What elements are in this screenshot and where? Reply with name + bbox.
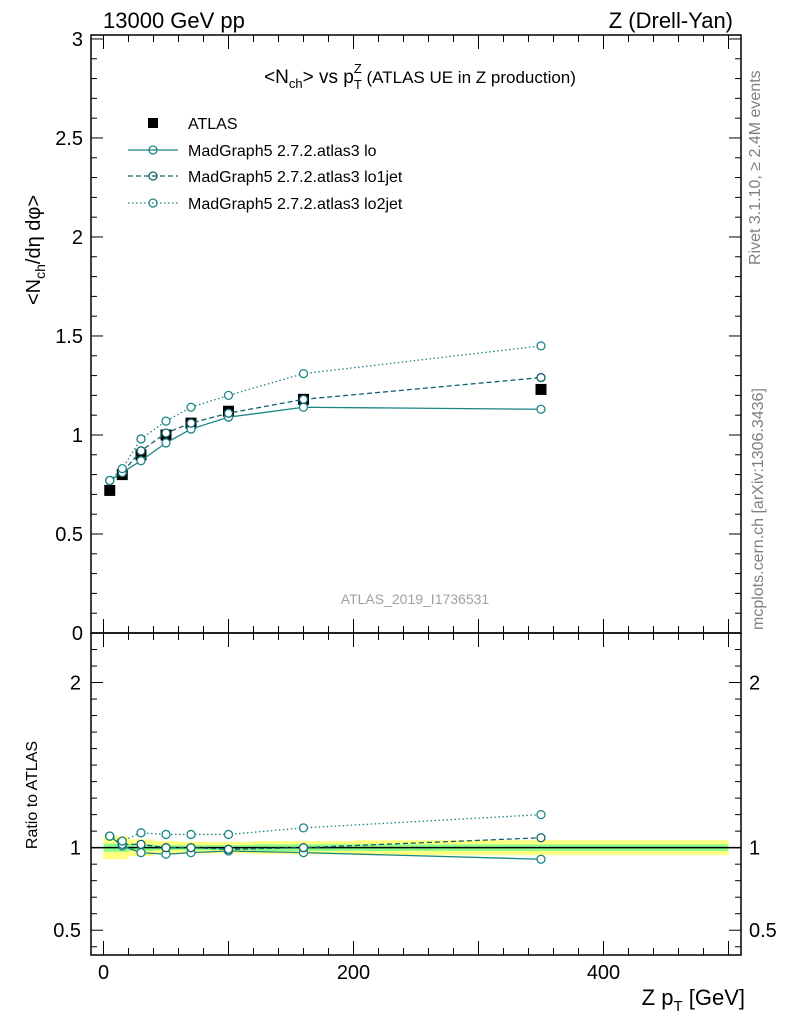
x-axis-label: Z pT [GeV] (642, 985, 745, 1015)
main-series-point-dotted (117, 463, 127, 474)
ratio-series-point-dotted (536, 809, 546, 820)
main-series-point-dotted (161, 416, 171, 426)
ratio-y-tick-label: 1 (70, 838, 81, 860)
header-process: Z (Drell-Yan) (609, 8, 733, 33)
main-y-tick-label: 2 (72, 227, 83, 249)
rivet-version-label: Rivet 3.1.10, ≥ 2.4M events (747, 70, 764, 265)
x-tick-label: 400 (587, 962, 620, 984)
legend-label-lo: MadGraph5 2.7.2.atlas3 lo (188, 143, 377, 160)
ratio-series-point-dashed (223, 844, 234, 854)
ratio-y-tick-label: 2 (70, 673, 81, 695)
main-series-point-solid (536, 404, 546, 414)
main-series-point-dotted (186, 402, 196, 412)
ratio-series-point-dotted (298, 823, 309, 833)
legend-marker-atlas (148, 118, 158, 128)
main-series-point-dotted (536, 341, 546, 351)
main-y-tick-label: 0 (72, 623, 83, 645)
main-y-tick-label: 1 (72, 425, 83, 447)
legend-label-lo1jet: MadGraph5 2.7.2.atlas3 lo1jet (188, 169, 403, 186)
main-series-line-dashed (109, 376, 542, 482)
ratio-series-point-dotted (223, 829, 234, 840)
legend-marker-lo1jet (148, 171, 158, 181)
mcplots-label: mcplots.cern.ch [arXiv:1306.3436] (750, 388, 767, 630)
ratio-y-axis-label: Ratio to ATLAS (24, 741, 41, 849)
main-series-point-solid (298, 402, 309, 412)
main-series-point-dashed (223, 408, 234, 418)
main-series-point-dotted (136, 434, 146, 444)
main-series-point-solid (136, 456, 146, 466)
ratio-series-point-dotted (186, 829, 196, 840)
ratio-x-ticks (103, 633, 729, 955)
legend-label-lo2jet: MadGraph5 2.7.2.atlas3 lo2jet (188, 196, 403, 213)
main-y-tick-labels: 0 0.5 1 1.5 2 2.5 3 (55, 29, 83, 645)
ratio-series-point-dashed (136, 839, 146, 850)
main-y-axis-label: <Nch/dη dφ> (23, 195, 48, 305)
legend-marker-lo2jet (148, 198, 158, 208)
ratio-series-point-solid (136, 847, 146, 858)
legend-marker-lo (148, 145, 158, 155)
ratio-y-tick-label: 0.5 (53, 920, 81, 942)
main-series-point-dashed (298, 394, 309, 404)
main-series-point-dotted (298, 368, 309, 379)
ratio-series-point-dotted (117, 836, 127, 846)
x-tick-label: 200 (337, 962, 370, 984)
main-series-point-dashed (136, 446, 146, 456)
ratio-y-tick-labels: 0.5 0.5 1 1 2 2 (53, 673, 777, 943)
main-y-tick-label: 1.5 (55, 326, 83, 348)
main-series-line-dotted (109, 345, 542, 482)
ratio-y-ticks (91, 649, 741, 948)
main-series-point-dashed (186, 418, 196, 428)
main-plot-title: <Nch> vs pZ T (ATLAS UE in Z production) (264, 61, 576, 92)
main-series-point-dotted (105, 475, 115, 486)
ratio-plot-frame (90, 632, 742, 956)
legend-label-atlas: ATLAS (188, 116, 238, 133)
ratio-series-point-dashed (536, 833, 546, 843)
main-series-line-solid (109, 406, 542, 482)
main-series-point-dotted (223, 390, 234, 401)
main-series (104, 341, 547, 496)
main-series-point-dashed (161, 428, 171, 438)
main-series-point-dashed (536, 372, 546, 383)
ratio-series-point-dotted (136, 828, 146, 838)
ratio-series-line-dotted (109, 813, 542, 842)
ratio-series-point-dotted (105, 831, 115, 841)
main-x-ticks (103, 35, 729, 633)
main-y-ticks (91, 38, 741, 634)
legend: ATLAS MadGraph5 2.7.2.atlas3 lo MadGraph… (128, 116, 403, 213)
header-collision: 13000 GeV pp (103, 8, 245, 33)
analysis-watermark: ATLAS_2019_I1736531 (341, 591, 490, 607)
main-panel: 0 0.5 1 1.5 2 2.5 3 <Nch> vs pZ T (ATLAS UE in … (23, 29, 742, 645)
ratio-series (105, 809, 546, 864)
ratio-y-tick-label-right: 0.5 (749, 920, 777, 942)
ratio-series-point-dashed (161, 843, 171, 853)
ratio-y-tick-label-right: 2 (749, 673, 760, 695)
atlas-data-point (535, 383, 547, 395)
main-y-tick-label: 2.5 (55, 128, 83, 150)
atlas-data-point (104, 484, 116, 496)
main-y-tick-label: 3 (72, 29, 83, 51)
ratio-series-point-dashed (186, 843, 196, 853)
main-y-tick-label: 0.5 (55, 524, 83, 546)
ratio-series-point-solid (536, 854, 546, 864)
x-tick-label: 0 (98, 962, 109, 984)
ratio-x-tick-labels: 0 200 400 (98, 962, 620, 984)
main-series-point-solid (161, 438, 171, 448)
ratio-panel: 0.5 0.5 1 1 2 2 0 200 400 Ratio to ATLAS Z pT [… (24, 632, 777, 1015)
ratio-series-point-dotted (161, 829, 171, 840)
ratio-series-point-dashed (298, 843, 309, 853)
ratio-y-tick-label-right: 1 (749, 838, 760, 860)
